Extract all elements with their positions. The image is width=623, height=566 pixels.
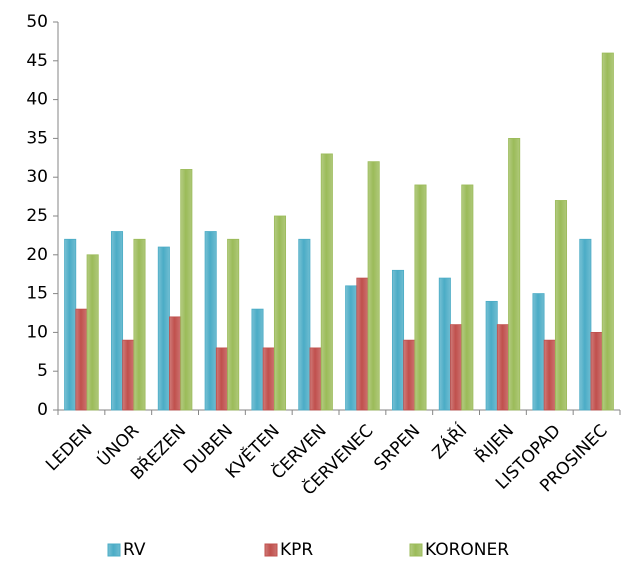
bar <box>262 347 275 411</box>
bar <box>438 277 451 411</box>
bar <box>251 308 264 411</box>
bar <box>543 339 556 411</box>
bar <box>414 184 427 411</box>
bar <box>485 300 498 411</box>
y-tick-label: 50 <box>26 12 48 32</box>
bar <box>391 269 405 411</box>
x-tick-label: SRPEN <box>370 421 424 475</box>
bar <box>320 153 333 411</box>
bar <box>64 238 77 411</box>
legend-swatch <box>107 543 121 557</box>
bar <box>601 52 614 411</box>
y-tick-label: 25 <box>26 206 48 226</box>
bar <box>508 137 521 411</box>
bar <box>367 161 380 411</box>
y-tick-label: 20 <box>26 245 48 265</box>
legend-label: KPR <box>280 540 313 560</box>
bar <box>180 169 193 411</box>
y-tick-label: 40 <box>26 90 48 110</box>
y-tick-label: 0 <box>37 400 48 420</box>
bar <box>298 238 311 411</box>
bar <box>273 215 287 411</box>
y-tick-label: 35 <box>26 128 48 148</box>
y-tick-label: 45 <box>26 51 48 71</box>
y-tick-label: 15 <box>26 284 48 304</box>
bar <box>204 231 217 411</box>
bar <box>157 246 170 411</box>
bar <box>75 308 88 411</box>
bar <box>450 324 463 411</box>
bar <box>461 184 474 411</box>
legend-swatch <box>264 543 278 557</box>
bar <box>532 293 545 411</box>
y-tick-label: 5 <box>37 361 48 381</box>
bar <box>345 285 358 411</box>
bar <box>496 324 509 411</box>
y-tick-label: 10 <box>26 322 48 342</box>
bar <box>122 339 135 411</box>
bar <box>554 200 568 411</box>
bar <box>169 316 182 411</box>
legend-swatch <box>409 543 423 557</box>
bar <box>579 238 592 411</box>
y-tick-label: 30 <box>26 167 48 187</box>
bar <box>590 331 603 411</box>
bar <box>309 347 322 411</box>
bar <box>227 238 240 411</box>
bar <box>110 231 124 411</box>
x-tick-label: ZÁŘÍ <box>427 420 471 464</box>
bar <box>403 339 416 411</box>
bar <box>133 238 146 411</box>
legend-label: KORONER <box>425 540 509 560</box>
x-tick-label: LEDEN <box>42 421 96 475</box>
bar <box>356 277 369 411</box>
bar <box>86 254 99 411</box>
bar <box>215 347 228 411</box>
legend-label: RV <box>123 540 146 560</box>
